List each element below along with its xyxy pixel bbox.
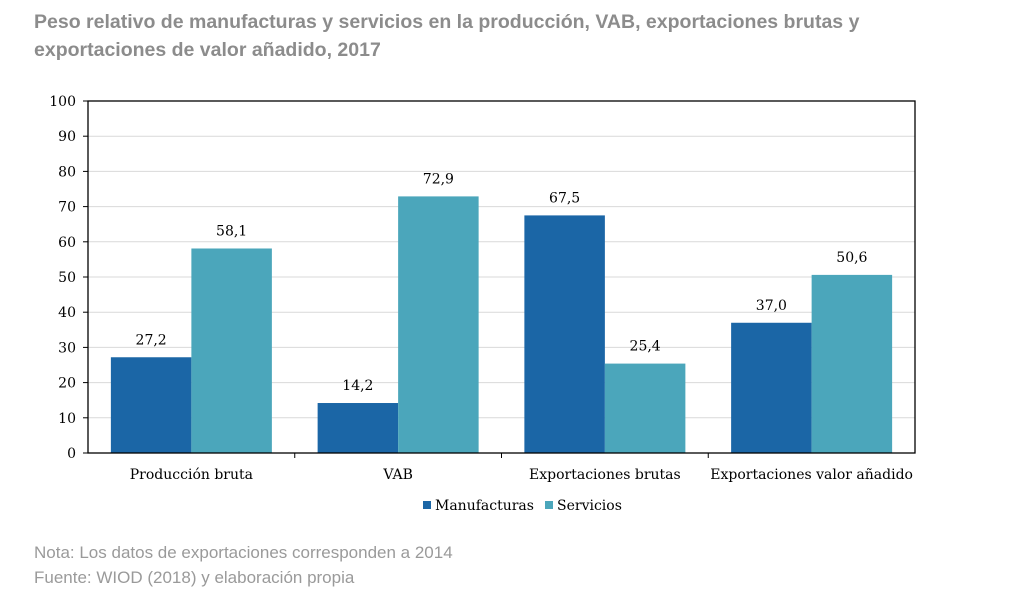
bar-manufacturas (731, 322, 812, 453)
chart-title: Peso relativo de manufacturas y servicio… (34, 11, 860, 61)
y-tick-label: 20 (58, 376, 76, 392)
x-tick-label: VAB (382, 467, 413, 483)
bar-servicios (604, 363, 686, 453)
bar-servicios (398, 196, 479, 453)
data-label: 58,1 (216, 223, 247, 239)
y-tick-label: 90 (58, 129, 76, 145)
source-text: Fuente: WIOD (2018) y elaboración propia (34, 568, 355, 587)
y-tick-label: 100 (49, 94, 76, 110)
legend-label-servicios: Servicios (557, 498, 622, 514)
bar-manufacturas (524, 215, 605, 453)
bar-servicios (811, 274, 893, 453)
legend-swatch-servicios (545, 501, 553, 509)
axes: 0 10 20 30 40 50 60 70 80 90 100 Producción bruta VA… (49, 94, 916, 483)
data-label: 14,2 (342, 378, 373, 394)
y-tick-label: 30 (58, 340, 76, 356)
data-labels: 27,2 58,1 14,2 72,9 67,5 25,4 37,0 50,6 (136, 171, 868, 394)
bars (110, 196, 893, 453)
legend-swatch-manufacturas (423, 501, 431, 509)
y-tick-label: 40 (58, 305, 76, 321)
legend: Manufacturas Servicios (423, 498, 622, 514)
x-tick-label: Exportaciones valor añadido (710, 467, 913, 483)
legend-label-manufacturas: Manufacturas (435, 498, 534, 514)
bar-servicios (191, 248, 272, 453)
y-tick-label: 10 (58, 411, 76, 427)
x-tick-label: Exportaciones brutas (529, 467, 681, 483)
y-tick-label: 50 (58, 270, 76, 286)
note-text: Nota: Los datos de exportaciones corresp… (34, 543, 453, 562)
data-label: 27,2 (136, 332, 167, 348)
data-label: 67,5 (549, 190, 580, 206)
y-tick-label: 70 (58, 200, 76, 216)
y-tick-label: 80 (58, 164, 76, 180)
data-label: 50,6 (836, 250, 867, 266)
y-tick-label: 0 (67, 446, 76, 462)
bar-manufacturas (317, 403, 399, 453)
notes: Nota: Los datos de exportaciones corresp… (34, 540, 453, 590)
bar-manufacturas (110, 357, 192, 453)
data-label: 25,4 (630, 339, 661, 355)
data-label: 37,0 (756, 298, 787, 314)
data-label: 72,9 (423, 171, 454, 187)
y-tick-label: 60 (58, 235, 76, 251)
x-tick-label: Producción bruta (130, 467, 253, 483)
